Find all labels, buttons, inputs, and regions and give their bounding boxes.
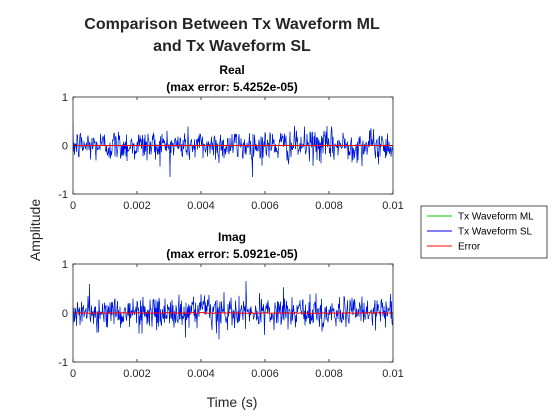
figure-title-line-2: and Tx Waveform SL <box>153 38 311 55</box>
x-tick-label: 0 <box>70 368 76 380</box>
subplot-real-title-line-2: (max error: 5.4252e-05) <box>166 80 297 94</box>
subplot-imag-title-line-2: (max error: 5.0921e-05) <box>166 247 297 261</box>
subplot-real-series <box>73 122 393 178</box>
x-axis-label: Time (s) <box>207 394 258 410</box>
subplot-real-plot-area <box>73 97 393 194</box>
legend-entry-error: Error <box>427 242 481 253</box>
subplot-imag: Imag (max error: 5.0921e-05) 0 0.002 0.004… <box>58 230 403 380</box>
subplot-imag-plot-area <box>73 264 393 362</box>
x-tick-label: 0.006 <box>251 200 279 212</box>
x-tick-label: 0 <box>70 200 76 212</box>
subplot-imag-ticks: 0 0.002 0.004 0.006 0.008 0.01-101 <box>58 259 403 380</box>
figure-title-line-1: Comparison Between Tx Waveform ML <box>84 16 380 33</box>
x-tick-label: 0.01 <box>382 368 403 380</box>
subplot-imag-series <box>73 281 393 340</box>
subplot-real-ticks: 0 0.002 0.004 0.006 0.008 0.01-101 <box>58 92 403 212</box>
legend-box <box>420 205 548 259</box>
legend-entry-ml: Tx Waveform ML <box>427 212 534 223</box>
series-error <box>73 311 393 315</box>
x-tick-label: 0.002 <box>123 200 151 212</box>
series-tx-waveform-sl <box>73 281 393 340</box>
y-tick-label: -1 <box>58 357 68 369</box>
y-tick-label: -1 <box>58 189 68 201</box>
x-tick-label: 0.006 <box>251 368 279 380</box>
y-axis-label: Amplitude <box>27 199 43 261</box>
legend-entry-sl: Tx Waveform SL <box>427 227 533 238</box>
y-tick-label: 1 <box>62 92 68 104</box>
subplot-real: Real (max error: 5.4252e-05) 0 0.002 0.004… <box>58 63 403 212</box>
x-tick-label: 0.008 <box>315 368 343 380</box>
legend-label-error: Error <box>458 242 481 253</box>
subplot-imag-title-line-1: Imag <box>218 230 246 244</box>
y-tick-label: 1 <box>62 259 68 271</box>
x-tick-label: 0.01 <box>382 200 403 212</box>
legend-label-sl: Tx Waveform SL <box>458 227 533 238</box>
x-tick-label: 0.004 <box>187 368 215 380</box>
y-tick-label: 0 <box>62 308 68 320</box>
legend: Tx Waveform ML Tx Waveform SL Error <box>420 205 548 259</box>
x-tick-label: 0.002 <box>123 368 151 380</box>
x-tick-label: 0.008 <box>315 200 343 212</box>
x-tick-label: 0.004 <box>187 200 215 212</box>
y-tick-label: 0 <box>62 141 68 153</box>
subplot-real-title-line-1: Real <box>219 63 244 77</box>
series-tx-waveform-sl <box>73 122 393 178</box>
legend-label-ml: Tx Waveform ML <box>458 212 534 223</box>
